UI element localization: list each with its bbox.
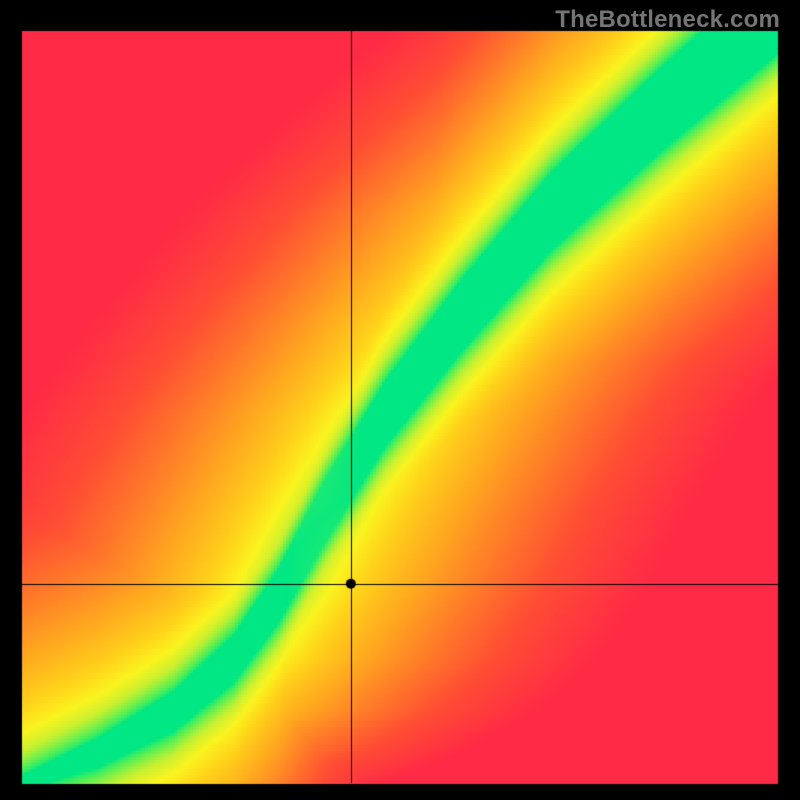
chart-container: TheBottleneck.com xyxy=(0,0,800,800)
watermark-text: TheBottleneck.com xyxy=(555,6,780,34)
bottleneck-heatmap-canvas xyxy=(0,0,800,800)
